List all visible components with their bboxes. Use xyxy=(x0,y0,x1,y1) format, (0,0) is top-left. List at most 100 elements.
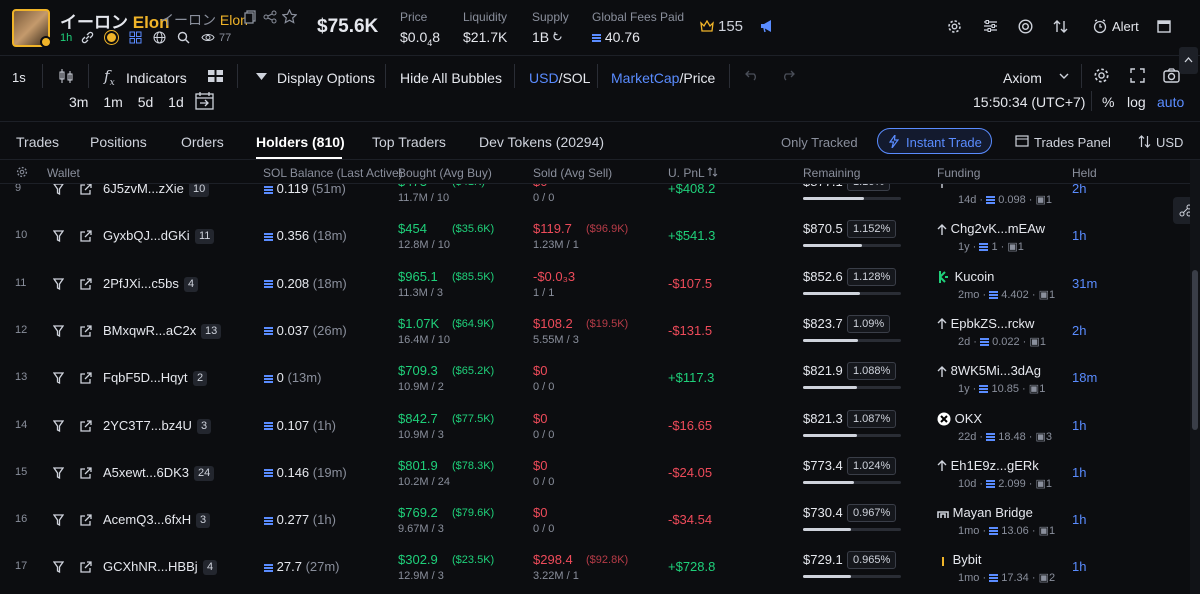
table-scrollbar[interactable] xyxy=(1190,160,1200,594)
only-tracked-toggle[interactable]: Only Tracked xyxy=(781,135,858,150)
filter-icon[interactable] xyxy=(53,372,64,385)
indicators-button[interactable]: Indicators xyxy=(126,70,187,86)
table-row[interactable]: 17 GCXhNR...HBBj 4 27.7 (27m) $302.9 ($2… xyxy=(0,545,1190,592)
funding-source[interactable]: Mayan Bridge xyxy=(937,505,1033,520)
sliders-icon[interactable] xyxy=(983,19,998,33)
col-sol-balance[interactable]: SOL Balance (Last Active) xyxy=(263,166,403,180)
filter-icon[interactable] xyxy=(53,419,64,432)
filter-icon[interactable] xyxy=(53,561,64,574)
range-1m[interactable]: 1m xyxy=(103,94,123,110)
wallet-address[interactable]: 2YC3T7...bz4U xyxy=(103,417,192,433)
filter-icon[interactable] xyxy=(53,184,64,195)
coin-icon[interactable] xyxy=(1018,19,1033,34)
scrollbar-thumb[interactable] xyxy=(1192,270,1198,430)
link-icon[interactable] xyxy=(81,31,94,44)
table-row[interactable]: 10 GyxbQJ...dGKi 11 0.356 (18m) $454 ($3… xyxy=(0,214,1190,261)
tab-holders[interactable]: Holders (810) xyxy=(256,134,345,150)
undo-icon[interactable] xyxy=(745,70,759,81)
redo-icon[interactable] xyxy=(781,70,795,81)
chevron-down-icon[interactable] xyxy=(256,73,267,80)
external-link-icon[interactable] xyxy=(80,467,92,479)
table-settings-icon[interactable] xyxy=(16,166,28,178)
star-icon[interactable] xyxy=(282,9,297,24)
globe-icon[interactable] xyxy=(153,31,166,44)
hide-bubbles-button[interactable]: Hide All Bubbles xyxy=(400,70,502,86)
filter-icon[interactable] xyxy=(53,230,64,243)
col-remaining[interactable]: Remaining xyxy=(803,166,861,180)
table-row[interactable]: 12 BMxqwR...aC2x 13 0.037 (26m) $1.07K (… xyxy=(0,309,1190,356)
megaphone-icon[interactable] xyxy=(760,19,775,33)
wallet-address[interactable]: GCXhNR...HBBj xyxy=(103,559,198,575)
axiom-source[interactable]: Axiom xyxy=(1003,70,1042,86)
tab-positions[interactable]: Positions xyxy=(90,134,147,150)
instant-trade-button[interactable]: Instant Trade xyxy=(877,128,992,154)
external-link-icon[interactable] xyxy=(80,561,92,574)
usd-toggle[interactable]: USD xyxy=(1156,135,1184,150)
token-avatar[interactable] xyxy=(12,9,50,47)
alert-button[interactable]: Alert xyxy=(1112,19,1139,34)
bell-icon[interactable] xyxy=(1093,19,1107,34)
currency-toggle[interactable]: USD/SOL xyxy=(529,70,591,86)
refresh-icon[interactable] xyxy=(552,31,563,42)
window-icon[interactable] xyxy=(1157,20,1171,33)
col-bought[interactable]: Bought (Avg Buy) xyxy=(398,166,492,180)
interval-button[interactable]: 1s xyxy=(12,70,26,85)
percent-toggle[interactable]: % xyxy=(1102,94,1115,110)
table-row[interactable]: 14 2YC3T7...bz4U 3 0.107 (1h) $842.7 ($7… xyxy=(0,404,1190,451)
tab-top-traders[interactable]: Top Traders xyxy=(372,134,446,150)
wallet-address[interactable]: A5xewt...6DK3 xyxy=(103,464,189,480)
settings-icon[interactable] xyxy=(947,19,962,34)
auto-toggle[interactable]: auto xyxy=(1157,94,1185,110)
table-row[interactable]: 9 6J5zvM...zXie 10 0.119 (51m) $473 ($41… xyxy=(0,184,1190,214)
table-row[interactable]: 15 A5xewt...6DK3 24 0.146 (19m) $801.9 (… xyxy=(0,451,1190,498)
sort-icon[interactable] xyxy=(707,167,718,177)
wallet-address[interactable]: 6J5zvM...zXie xyxy=(103,184,184,196)
range-1d[interactable]: 1d xyxy=(168,94,184,110)
filter-icon[interactable] xyxy=(53,277,64,290)
range-3m[interactable]: 3m xyxy=(69,94,89,110)
chevron-down-icon[interactable] xyxy=(1059,73,1069,80)
col-held[interactable]: Held xyxy=(1072,166,1097,180)
range-5d[interactable]: 5d xyxy=(137,94,154,110)
log-toggle[interactable]: log xyxy=(1127,94,1146,110)
external-link-icon[interactable] xyxy=(80,325,92,337)
tab-trades[interactable]: Trades xyxy=(16,134,60,150)
chart-settings-icon[interactable] xyxy=(1093,67,1110,84)
funding-source[interactable]: Chg2vK...mEAw xyxy=(937,221,1045,236)
col-sold[interactable]: Sold (Avg Sell) xyxy=(533,166,613,180)
fullscreen-icon[interactable] xyxy=(1130,68,1145,83)
funding-source[interactable]: 8WK5Mi...3dAg xyxy=(937,363,1041,378)
layout-icon[interactable] xyxy=(207,69,224,83)
filter-icon[interactable] xyxy=(53,325,64,337)
wallet-address[interactable]: 2PfJXi...c5bs xyxy=(103,275,179,291)
table-row[interactable]: 13 FqbF5D...Hqyt 2 0 (13m) $709.3 ($65.2… xyxy=(0,356,1190,403)
wallet-address[interactable]: BMxqwR...aC2x xyxy=(103,322,197,338)
swap-icon[interactable] xyxy=(1053,19,1068,34)
external-link-icon[interactable] xyxy=(80,514,92,526)
wallet-address[interactable]: GyxbQJ...dGKi xyxy=(103,228,190,244)
funding-source[interactable]: OKX xyxy=(937,411,982,427)
candles-icon[interactable] xyxy=(58,68,74,84)
table-row[interactable]: 16 AcemQ3...6fxH 3 0.277 (1h) $769.2 ($7… xyxy=(0,498,1190,545)
camera-icon[interactable] xyxy=(1163,68,1180,83)
filter-icon[interactable] xyxy=(53,514,64,527)
display-options-button[interactable]: Display Options xyxy=(277,70,376,86)
bundle-icon[interactable] xyxy=(129,31,142,44)
trades-panel-button[interactable]: Trades Panel xyxy=(1034,135,1111,150)
tab-orders[interactable]: Orders xyxy=(181,134,224,150)
tab-dev-tokens[interactable]: Dev Tokens (20294) xyxy=(479,134,605,150)
external-link-icon[interactable] xyxy=(80,277,92,290)
share-icon[interactable] xyxy=(263,10,277,24)
table-row[interactable]: 11 2PfJXi...c5bs 4 0.208 (18m) $965.1 ($… xyxy=(0,262,1190,309)
external-link-icon[interactable] xyxy=(80,419,92,432)
external-link-icon[interactable] xyxy=(80,230,92,242)
col-upnl[interactable]: U. PnL xyxy=(668,166,705,180)
pump-icon[interactable] xyxy=(105,31,118,44)
copy-icon[interactable] xyxy=(244,10,256,24)
calendar-icon[interactable] xyxy=(195,91,214,110)
wallet-address[interactable]: AcemQ3...6fxH xyxy=(103,512,192,528)
funding-source[interactable]: Kucoin xyxy=(937,269,994,285)
external-link-icon[interactable] xyxy=(80,372,92,384)
mcap-price-toggle[interactable]: MarketCap/Price xyxy=(611,70,716,86)
side-scroll-up-button[interactable] xyxy=(1179,47,1198,74)
